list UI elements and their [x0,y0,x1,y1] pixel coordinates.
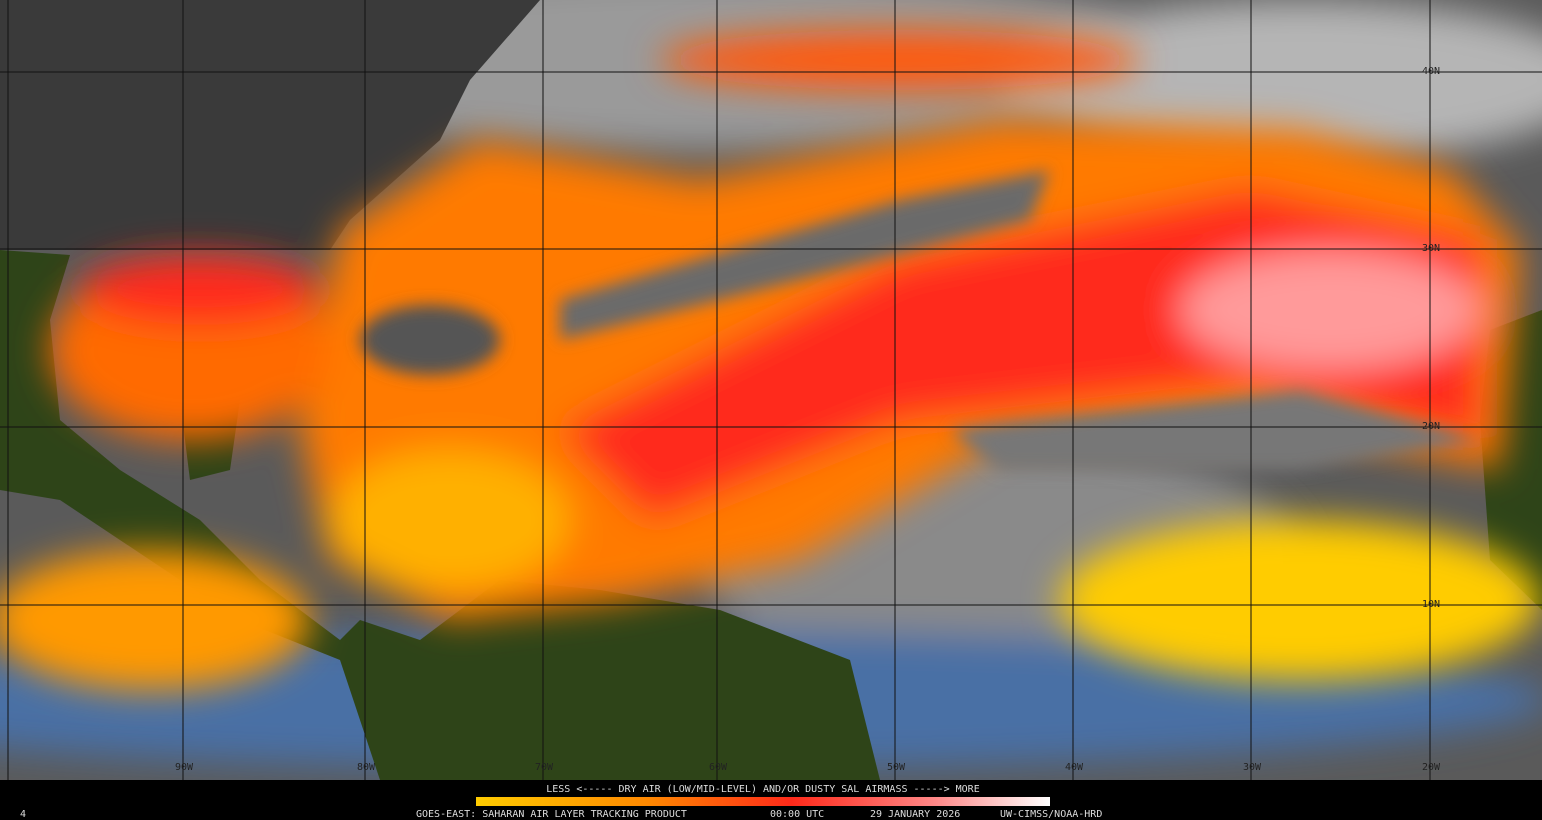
longitude-label: 60W [709,762,728,773]
frame-number: 4 [20,809,26,820]
imagery [0,0,1542,780]
latitude-label: 40N [1422,66,1440,77]
latitude-label: 30N [1422,243,1440,254]
latitude-label: 20N [1422,421,1440,432]
footer-date: 29 JANUARY 2026 [870,809,960,820]
longitude-label: 70W [535,762,554,773]
footer-product: GOES-EAST: SAHARAN AIR LAYER TRACKING PR… [416,809,687,820]
footer-credit: UW-CIMSS/NOAA-HRD [1000,809,1102,820]
longitude-label: 80W [357,762,376,773]
legend-text: LESS <----- DRY AIR (LOW/MID-LEVEL) AND/… [546,784,979,795]
longitude-label: 50W [887,762,906,773]
latitude-label: 10N [1422,599,1440,610]
longitude-label: 90W [175,762,194,773]
footer-time: 00:00 UTC [770,809,824,820]
color-bar [476,797,1050,806]
longitude-label: 30W [1243,762,1262,773]
longitude-label: 20W [1422,762,1441,773]
graticule [0,0,1542,780]
longitude-label: 40W [1065,762,1084,773]
